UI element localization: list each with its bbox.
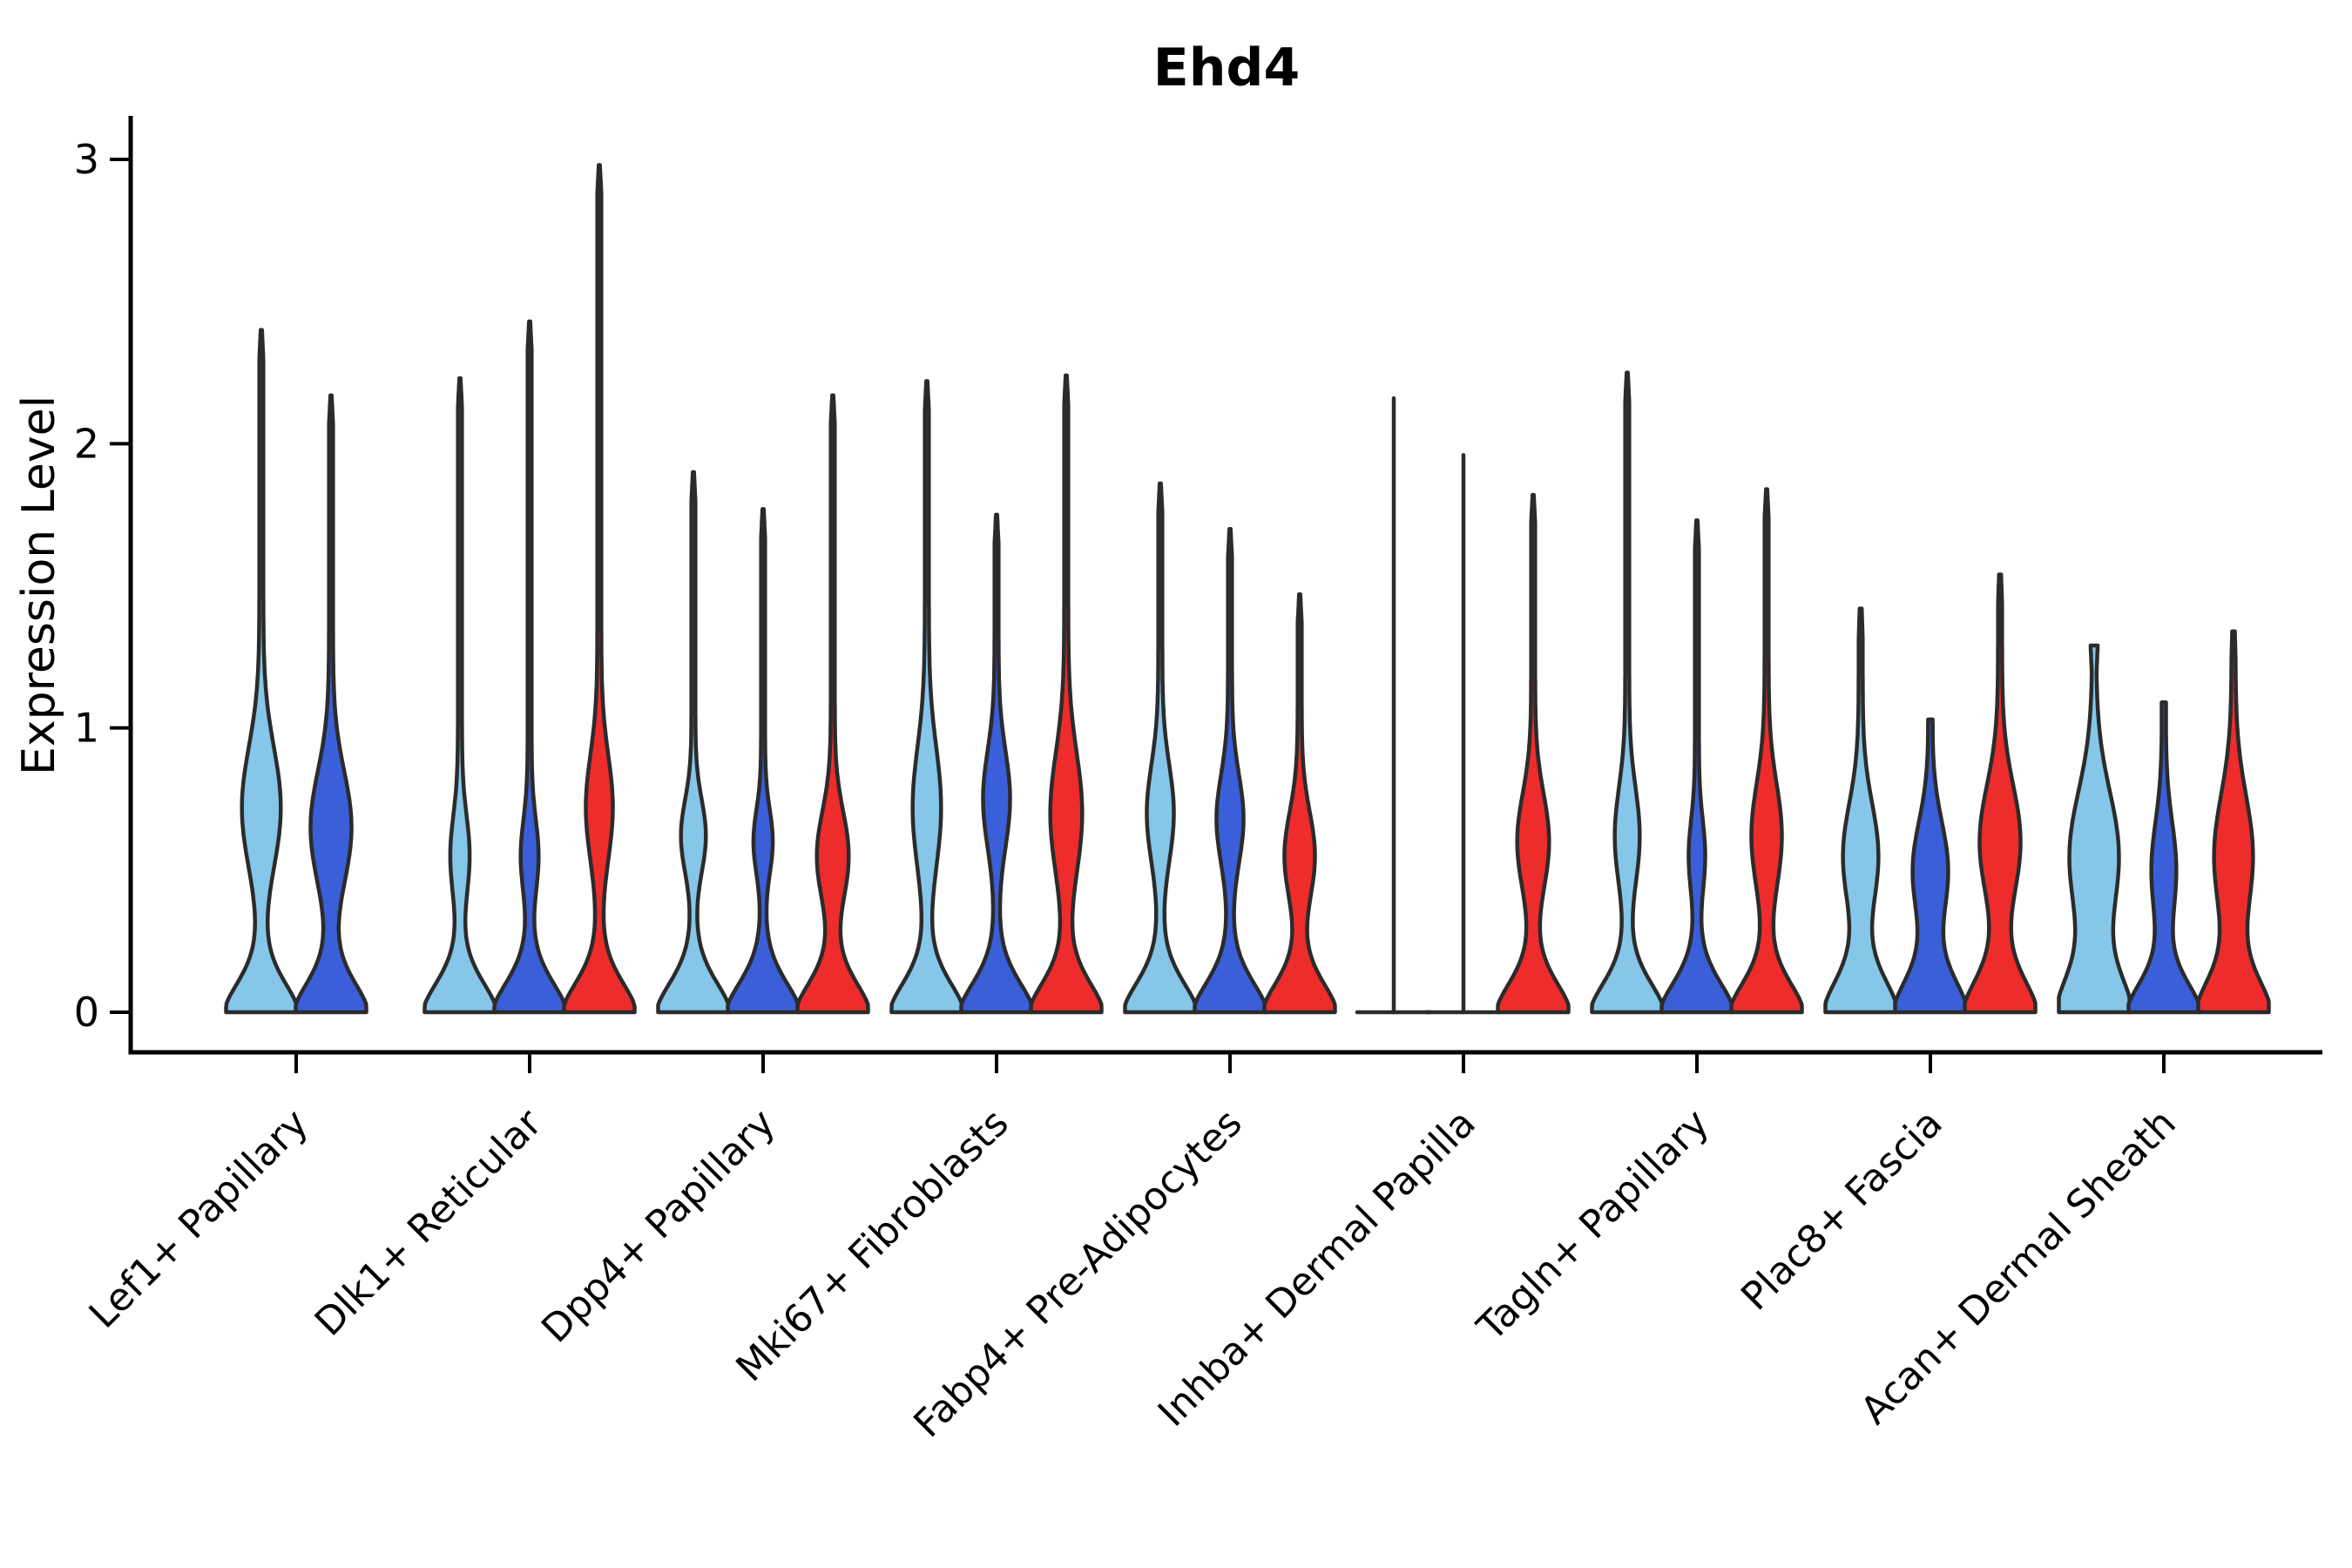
y-axis-label: Expression Level (13, 395, 65, 775)
x-category-label-lef1-papillary: Lef1+ Papillary (81, 1101, 317, 1337)
violin-inhba-dermal-papilla-red (1496, 492, 1571, 1015)
violin-fabp4-pre-adipocytes-red (1262, 592, 1337, 1015)
violin-mki67-fibroblasts-blue (959, 512, 1034, 1015)
y-tick-label: 0 (74, 989, 99, 1036)
violin-plac8-fascia-lightblue (1823, 606, 1898, 1015)
x-category-label-tagln-papillary: Tagln+ Papillary (1469, 1101, 1718, 1350)
violin-dlk1-reticular-blue (492, 319, 567, 1015)
violin-acan-dermal-sheath-blue (2126, 700, 2201, 1015)
violins (224, 163, 2271, 1015)
violin-lef1-papillary-blue (294, 393, 368, 1015)
x-category-label-plac8-fascia: Plac8+ Fascia (1733, 1101, 1951, 1320)
violin-mki67-fibroblasts-red (1029, 373, 1104, 1015)
violin-fabp4-pre-adipocytes-blue (1193, 526, 1267, 1015)
y-tick-label: 3 (74, 136, 99, 183)
violin-fabp4-pre-adipocytes-lightblue (1123, 481, 1198, 1015)
violin-plac8-fascia-red (1963, 572, 2038, 1015)
x-category-label-dlk1-reticular: Dlk1+ Reticular (307, 1100, 551, 1345)
violin-dpp4-papillary-blue (726, 507, 801, 1015)
violin-acan-dermal-sheath-lightblue (2057, 643, 2132, 1015)
violin-lef1-papillary-lightblue (224, 328, 299, 1015)
y-tick-label: 2 (74, 420, 99, 467)
violin-dlk1-reticular-lightblue (422, 376, 497, 1015)
x-category-label-dpp4-papillary: Dpp4+ Papillary (533, 1101, 784, 1352)
violin-dpp4-papillary-red (795, 393, 870, 1015)
violin-mki67-fibroblasts-lightblue (889, 379, 964, 1015)
axes (110, 116, 2322, 1073)
violin-plac8-fascia-blue (1893, 717, 1968, 1015)
violin-dpp4-papillary-lightblue (656, 470, 731, 1015)
y-tick-label: 1 (74, 705, 99, 752)
chart-title: Ehd4 (1153, 37, 1300, 98)
violin-tagln-papillary-red (1729, 487, 1804, 1015)
violin-tagln-papillary-lightblue (1590, 370, 1665, 1015)
violin-dlk1-reticular-red (562, 163, 637, 1015)
violin-acan-dermal-sheath-red (2196, 629, 2271, 1015)
violin-tagln-papillary-blue (1659, 518, 1734, 1015)
